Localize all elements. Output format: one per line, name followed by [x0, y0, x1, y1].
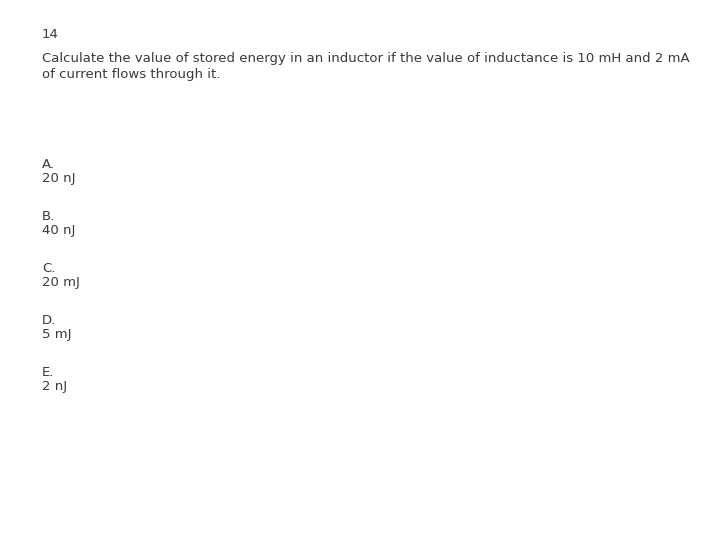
Text: D.: D.: [42, 314, 56, 327]
Text: 20 nJ: 20 nJ: [42, 172, 76, 185]
Text: 2 nJ: 2 nJ: [42, 380, 67, 393]
Text: 14: 14: [42, 28, 59, 41]
Text: of current flows through it.: of current flows through it.: [42, 68, 220, 81]
Text: B.: B.: [42, 210, 55, 223]
Text: A.: A.: [42, 158, 55, 171]
Text: E.: E.: [42, 366, 55, 379]
Text: 5 mJ: 5 mJ: [42, 328, 71, 341]
Text: C.: C.: [42, 262, 55, 275]
Text: Calculate the value of stored energy in an inductor if the value of inductance i: Calculate the value of stored energy in …: [42, 52, 690, 65]
Text: 20 mJ: 20 mJ: [42, 276, 80, 289]
Text: 40 nJ: 40 nJ: [42, 224, 76, 237]
